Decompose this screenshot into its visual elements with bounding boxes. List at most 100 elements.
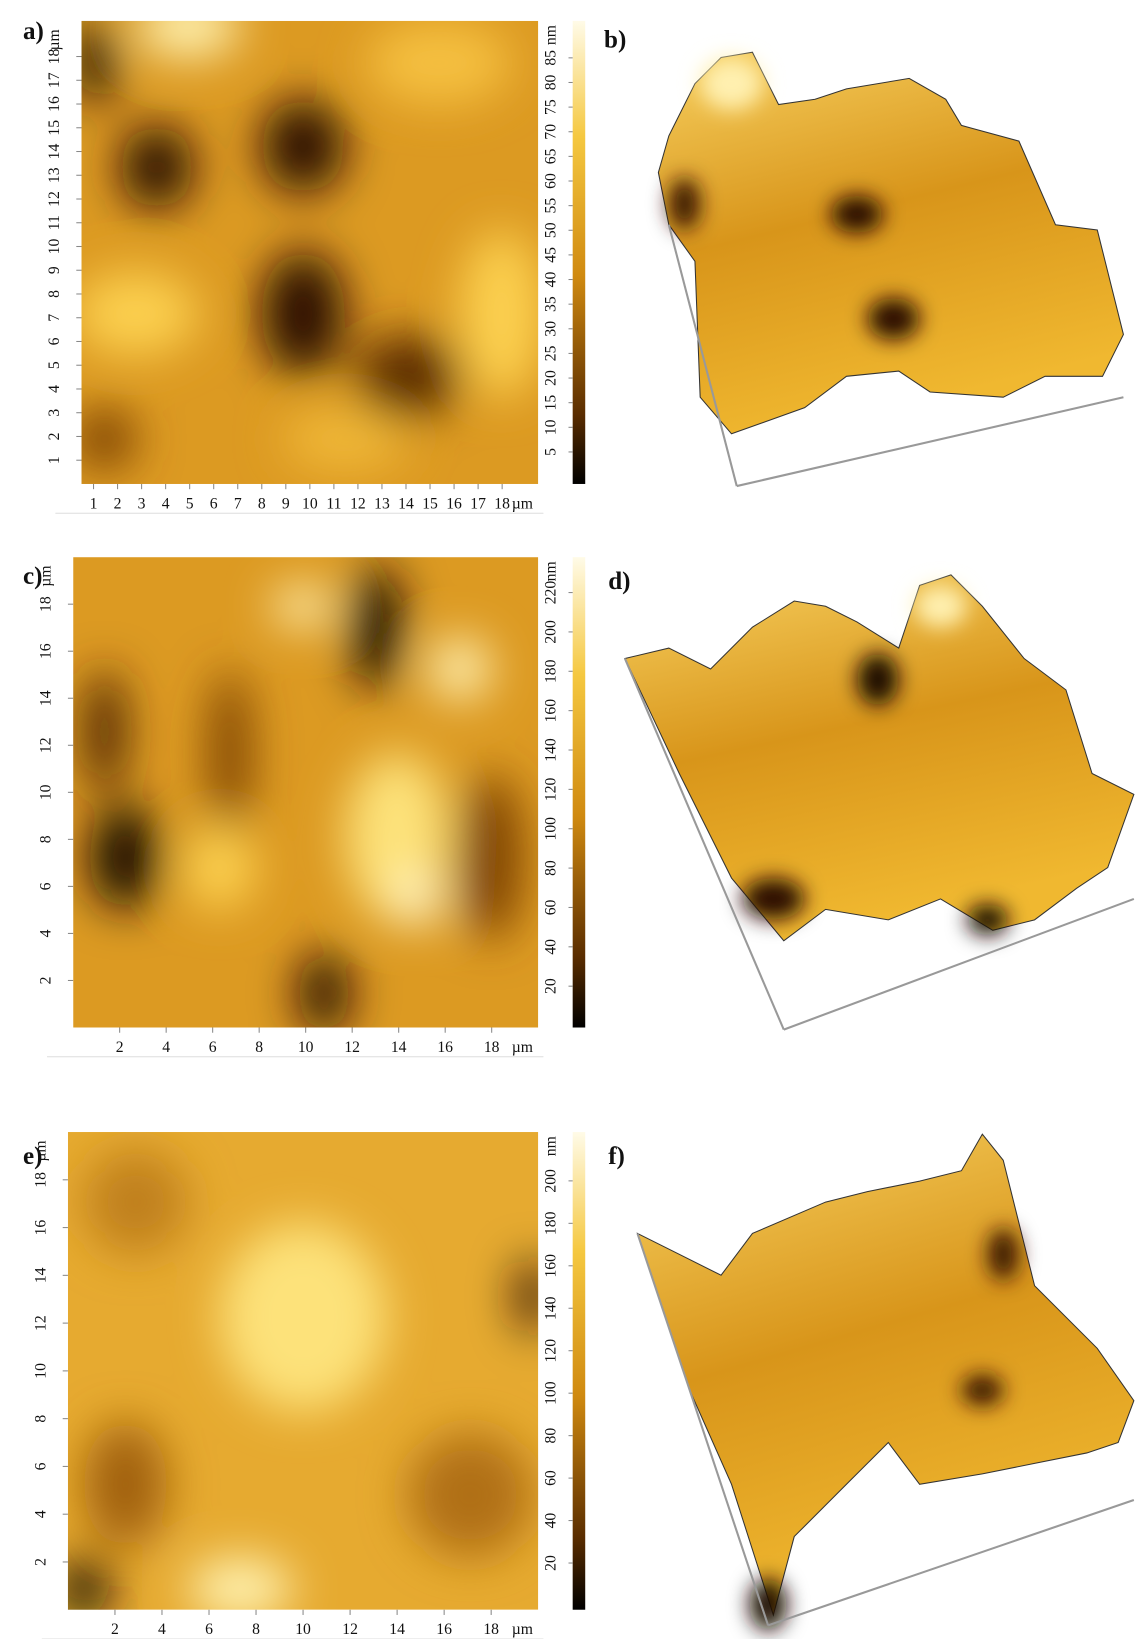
y-tick-label: 16 [46,96,63,112]
x-tick-label: 10 [302,495,318,512]
y-tick-label: 6 [38,882,55,890]
y-tick-label: 10 [38,784,55,800]
colorbar-tick-label: 45 [542,247,559,263]
colorbar-tick-label: 20 [542,1555,559,1571]
colorbar-tick-label: 25 [542,345,559,361]
y-tick-label: 3 [46,409,63,417]
y-unit: µm [38,565,55,586]
colorbar-tick-label: 40 [542,272,559,288]
colorbar-tick-label: 20 [542,370,559,386]
colorbar-tick-label: 10 [542,419,559,435]
y-tick-label: 16 [32,1220,49,1236]
colorbar-tick-label: 35 [542,296,559,312]
y-tick-label: 10 [32,1363,49,1379]
x-tick-label: 6 [210,495,218,512]
y-unit: µm [46,29,63,50]
colorbar-tick-label: 100 [542,817,559,841]
y-tick-label: 11 [46,215,63,230]
colorbar-tick-label: 120 [542,1339,559,1363]
x-tick-label: 5 [186,495,194,512]
x-tick-label: 6 [205,1621,213,1638]
colorbar-tick-label: 180 [542,1211,559,1235]
colorbar-tick-label: 15 [542,395,559,411]
x-tick-label: 14 [389,1621,405,1638]
y-tick-label: 14 [32,1267,49,1283]
y-tick-label: 1 [46,456,63,464]
colorbar-tick-label: 20 [542,978,559,994]
y-tick-label: 4 [46,385,63,393]
colorbar-tick-label: 220 [542,581,559,605]
x-tick-label: 4 [162,1039,170,1056]
panel-label: a) [23,18,44,45]
x-tick-label: 16 [446,495,462,512]
y-tick-label: 5 [46,361,63,369]
x-tick-label: 14 [398,495,414,512]
colorbar-e [573,1132,586,1610]
colorbar-tick-label: 80 [542,860,559,876]
x-tick-label: 8 [252,1621,260,1638]
y-tick-label: 6 [32,1462,49,1470]
x-unit: µm [512,495,533,512]
colorbar-tick-label: 30 [542,321,559,337]
colorbar-tick-label: 120 [542,777,559,801]
y-tick-label: 15 [46,120,63,136]
y-tick-label: 2 [46,433,63,441]
surface-3d-b [658,52,1123,486]
x-tick-label: 18 [484,1039,500,1056]
y-tick-label: 9 [46,266,63,274]
x-tick-label: 8 [255,1039,263,1056]
surface-3d-f [637,1134,1133,1631]
x-tick-label: 10 [298,1039,314,1056]
colorbar-tick-label: 80 [542,74,559,90]
y-tick-label: 8 [32,1415,49,1423]
colorbar-tick-label: 100 [542,1381,559,1405]
y-tick-label: 7 [46,314,63,322]
x-tick-label: 9 [282,495,290,512]
colorbar-tick-label: 55 [542,198,559,214]
page: a)123456789101112131415161718µm123456789… [0,0,1137,1639]
x-tick-label: 4 [162,495,170,512]
x-tick-label: 8 [258,495,266,512]
y-tick-label: 10 [46,238,63,254]
y-unit: µm [32,1140,49,1161]
colorbar-tick-label: 180 [542,659,559,683]
colorbar-c [573,557,586,1027]
panel-label: f) [608,1143,625,1170]
colorbar-tick-label: 70 [542,124,559,140]
panel-label: b) [604,27,626,54]
colorbar-a [573,21,586,484]
afm-image-c [73,557,538,1035]
y-tick-label: 6 [46,337,63,345]
y-tick-label: 12 [46,191,63,207]
x-tick-label: 2 [111,1621,119,1638]
x-tick-label: 11 [326,495,341,512]
x-tick-label: 4 [158,1621,166,1638]
y-tick-label: 12 [32,1315,49,1331]
colorbar-tick-label: 140 [542,738,559,762]
y-tick-label: 8 [38,835,55,843]
colorbar-tick-label: 80 [542,1428,559,1444]
x-tick-label: 2 [114,495,122,512]
colorbar-tick-label: 40 [542,939,559,955]
y-tick-label: 14 [46,144,63,160]
x-tick-label: 18 [494,495,510,512]
colorbar-unit: nm [542,561,559,581]
y-tick-label: 8 [46,290,63,298]
y-tick-label: 18 [32,1172,49,1188]
x-tick-label: 16 [436,1621,452,1638]
colorbar-tick-label: 60 [542,899,559,915]
x-tick-label: 6 [209,1039,217,1056]
x-tick-label: 18 [483,1621,499,1638]
y-tick-label: 2 [32,1558,49,1566]
x-unit: µm [512,1621,533,1638]
colorbar-tick-label: 5 [542,448,559,456]
colorbar-tick-label: 200 [542,620,559,644]
y-tick-label: 14 [38,690,55,706]
y-tick-label: 13 [46,167,63,183]
y-tick-label: 18 [46,49,63,65]
x-tick-label: 12 [344,1039,360,1056]
x-tick-label: 2 [116,1039,124,1056]
colorbar-tick-label: 40 [542,1513,559,1529]
colorbar-tick-label: 160 [542,1254,559,1278]
colorbar-tick-label: 50 [542,222,559,238]
